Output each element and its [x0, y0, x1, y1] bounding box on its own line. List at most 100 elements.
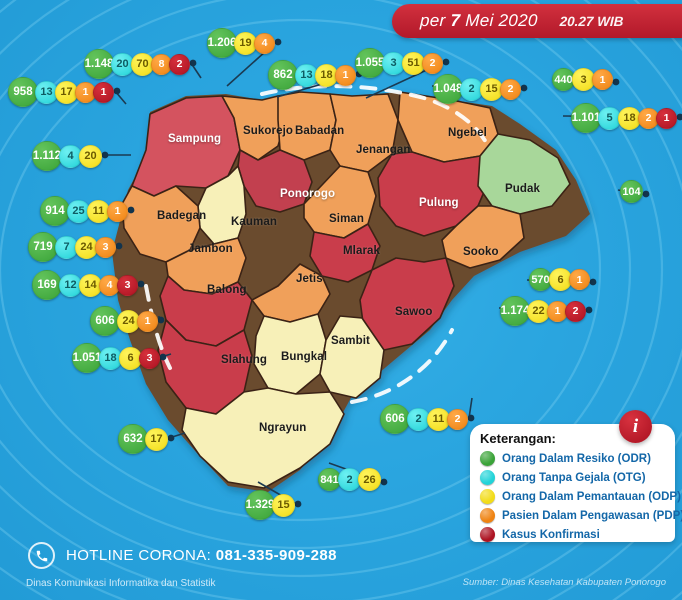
cluster-jambon[interactable]: 719 7 24 3: [28, 232, 116, 262]
badge-otg: 18: [99, 346, 122, 370]
badge-odp: 26: [358, 468, 381, 491]
info-icon[interactable]: i: [619, 410, 652, 443]
legend-title: Keterangan:: [480, 431, 556, 446]
badge-odr: 606: [90, 306, 120, 336]
legend-rows: Orang Dalam Resiko (ODR) Orang Tanpa Geja…: [480, 449, 682, 544]
badge-pdp: 1: [107, 200, 128, 222]
badge-odr: 1.051: [72, 343, 102, 373]
date-ribbon: per 7 Mei 2020 20.27 WIB: [391, 4, 682, 38]
badge-pdp: 1: [335, 64, 356, 86]
legend-label-odr: Orang Dalam Resiko (ODR): [502, 452, 651, 465]
badge-odp: 15: [272, 493, 295, 517]
cluster-jenangan[interactable]: 1.055 3 51 2: [355, 48, 443, 78]
badge-pdp: 2: [422, 52, 443, 74]
legend-label-odp: Orang Dalam Pemantauan (ODP): [502, 490, 681, 503]
cluster-bungkal[interactable]: 841 2 26: [318, 468, 381, 491]
badge-odp: 20: [79, 144, 102, 168]
legend-label-kk: Kasus Konfirmasi: [502, 528, 600, 541]
badge-otg: 13: [295, 63, 318, 87]
badge-kk: 1: [93, 81, 114, 103]
cluster-sawoo[interactable]: 1.174 22 1 2: [500, 296, 586, 326]
cluster-pulung-b[interactable]: 1.101 5 18 2 1: [571, 103, 677, 133]
badge-otg: 12: [59, 273, 82, 297]
legend-dot-otg: [480, 470, 495, 485]
legend-row-kk: Kasus Konfirmasi: [480, 525, 667, 544]
cluster-ponorogo[interactable]: 862 13 18 1: [268, 60, 356, 90]
badge-odp: 17: [55, 80, 78, 104]
legend-row-odr: Orang Dalam Resiko (ODR): [480, 449, 667, 468]
badge-odp: 6: [549, 268, 572, 291]
phone-icon: [28, 542, 55, 569]
legend-row-otg: Orang Tanpa Gejala (OTG): [480, 468, 667, 487]
legend-dot-pdp: [480, 508, 495, 523]
cluster-badegan[interactable]: 914 25 11 1: [40, 196, 128, 226]
badge-pdp: 3: [95, 236, 116, 258]
badge-pdp: 1: [592, 69, 613, 90]
badge-odr: 1.329: [245, 490, 275, 520]
badge-odr: 719: [28, 232, 58, 262]
badge-pdp: 1: [569, 269, 590, 290]
hotline-text: HOTLINE CORONA: 081-335-909-288: [66, 547, 337, 564]
badge-kk: 3: [139, 347, 160, 369]
cluster-sampung[interactable]: 958 13 17 1 1: [8, 77, 114, 107]
badge-odr: 606: [380, 404, 410, 434]
badge-otg: 25: [67, 199, 90, 223]
cluster-badegan-top[interactable]: 1.112 4 20: [32, 141, 102, 171]
cluster-ngebel[interactable]: 1.048 2 15 2: [433, 74, 521, 104]
badge-odr: 914: [40, 196, 70, 226]
cluster-sooko[interactable]: 570 6 1: [529, 268, 590, 291]
badge-odp: 17: [145, 427, 168, 451]
badge-pdp: 1: [137, 310, 158, 332]
badge-kk: 2: [169, 53, 190, 75]
badge-kk: 3: [117, 274, 138, 296]
legend-dot-kk: [480, 527, 495, 542]
legend-row-odp: Orang Dalam Pemantauan (ODP): [480, 487, 681, 506]
legend-dot-odr: [480, 451, 495, 466]
badge-odr: 1.112: [32, 141, 62, 171]
hotline-block[interactable]: HOTLINE CORONA: 081-335-909-288: [28, 542, 337, 569]
cluster-pulung[interactable]: 440 3 1: [552, 68, 613, 91]
footer: HOTLINE CORONA: 081-335-909-288 Dinas Ko…: [0, 534, 682, 600]
badge-odr: 104: [620, 180, 643, 203]
badge-odr: 440: [552, 68, 575, 91]
badge-otg: 3: [382, 51, 405, 75]
legend-panel: Keterangan: Orang Dalam Resiko (ODR) Oran…: [470, 424, 682, 544]
cluster-balong-lower[interactable]: 606 24 1: [90, 306, 158, 336]
badge-odp: 14: [79, 273, 102, 297]
badge-odr: 1.148: [84, 49, 114, 79]
badge-odp: 22: [527, 299, 550, 323]
cluster-ngrayun-west[interactable]: 632 17: [118, 424, 168, 454]
legend-dot-odp: [480, 489, 495, 504]
badge-pdp: 2: [447, 408, 468, 430]
badge-otg: 2: [460, 77, 483, 101]
cluster-ngrayun[interactable]: 1.329 15: [245, 490, 295, 520]
cluster-sambit[interactable]: 606 2 11 2: [380, 404, 468, 434]
cluster-pudak[interactable]: 104: [620, 180, 643, 203]
report-date: per 7 Mei 2020: [419, 11, 538, 30]
badge-kk: 2: [565, 300, 586, 322]
badge-odr: 958: [8, 77, 38, 107]
legend-row-pdp: Pasien Dalam Pengawasan (PDP): [480, 506, 682, 525]
badge-odp: 18: [618, 106, 641, 130]
cluster-balong[interactable]: 169 12 14 4 3: [32, 270, 138, 300]
badge-odr: 169: [32, 270, 62, 300]
legend-label-otg: Orang Tanpa Gejala (OTG): [502, 471, 646, 484]
badge-odr: 1.174: [500, 296, 530, 326]
report-time: 20.27 WIB: [559, 13, 624, 29]
badge-odp: 15: [480, 77, 503, 101]
cluster-sukorejo[interactable]: 1.148 20 70 8 2: [84, 49, 190, 79]
badge-odr: 1.206: [207, 28, 237, 58]
badge-pdp: 4: [254, 32, 275, 54]
source-text: Sumber: Dinas Kesehatan Kabupaten Ponoro…: [462, 577, 666, 588]
badge-odr: 862: [268, 60, 298, 90]
badge-pdp: 2: [500, 78, 521, 100]
cluster-slahung[interactable]: 1.051 18 6 3: [72, 343, 160, 373]
cluster-babadan[interactable]: 1.206 19 4: [207, 28, 275, 58]
badge-odr: 1.055: [355, 48, 385, 78]
badge-odr: 632: [118, 424, 148, 454]
badge-odr: 1.048: [433, 74, 463, 104]
department-text: Dinas Komunikasi Informatika dan Statist…: [26, 578, 216, 589]
